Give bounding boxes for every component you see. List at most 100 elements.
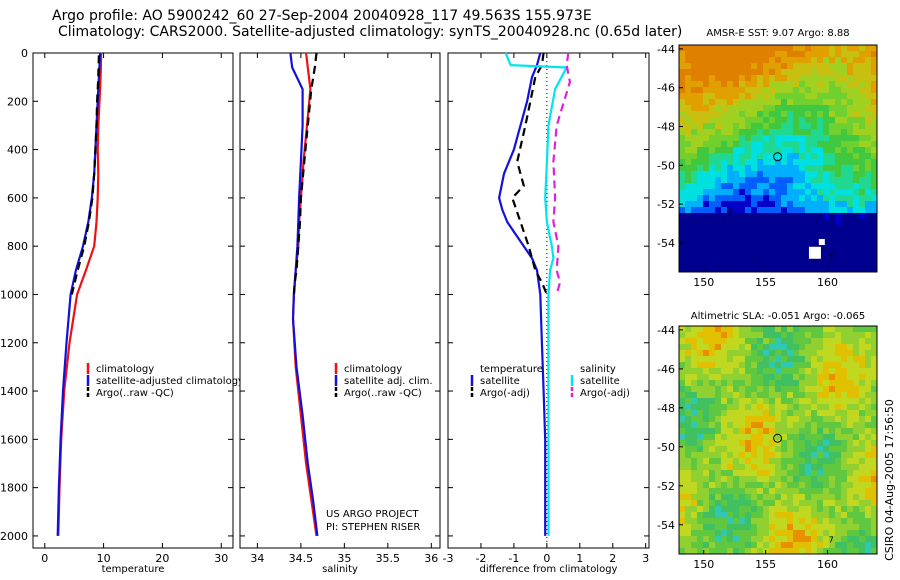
map-cell: [745, 428, 752, 435]
map-cell: [865, 542, 872, 549]
map-cell: [757, 326, 764, 333]
map-cell: [727, 63, 734, 70]
map-cell: [715, 201, 722, 208]
x-axis-label: temperature: [102, 564, 165, 575]
map-cell: [721, 428, 728, 435]
map-cell: [679, 428, 686, 435]
map-cell: [799, 135, 806, 142]
map-cell: [835, 542, 842, 549]
map-cell: [691, 249, 698, 256]
map-cell: [841, 135, 848, 142]
map-cell: [853, 416, 860, 423]
map-cell: [697, 87, 704, 94]
map-cell: [715, 99, 722, 106]
x-tick-label: 1: [576, 552, 583, 565]
map-cell: [703, 51, 710, 58]
map-cell: [679, 51, 686, 58]
map-cell: [727, 428, 734, 435]
map-cell: [799, 249, 806, 256]
map-cell: [679, 506, 686, 513]
map-cell: [721, 57, 728, 64]
map-cell: [715, 518, 722, 525]
map-cell: [805, 183, 812, 190]
map-cell: [811, 530, 818, 537]
map-cell: [733, 129, 740, 136]
map-cell: [805, 470, 812, 477]
map-cell: [745, 99, 752, 106]
map-cell: [691, 141, 698, 148]
map-cell: [865, 458, 872, 465]
map-cell: [775, 75, 782, 82]
map-cell: [727, 267, 734, 274]
map-cell: [775, 422, 782, 429]
map-cell: [799, 326, 806, 333]
map-cell: [871, 87, 878, 94]
map-cell: [805, 536, 812, 543]
map-cell: [745, 63, 752, 70]
map-cell: [841, 171, 848, 178]
map-cell: [853, 506, 860, 513]
map-cell: [835, 350, 842, 357]
map-cell: [715, 464, 722, 471]
map-cell: [709, 93, 716, 100]
map-cell: [733, 464, 740, 471]
map-cell: [781, 398, 788, 405]
map-cell: [865, 267, 872, 274]
map-cell: [847, 422, 854, 429]
map-cell: [763, 392, 770, 399]
map-cell: [787, 117, 794, 124]
map-cell: [709, 422, 716, 429]
map-cell: [769, 165, 776, 172]
map-cell: [703, 183, 710, 190]
map-title: Altimetric SLA: -0.051 Argo: -0.065: [691, 311, 866, 322]
map-cell: [817, 123, 824, 130]
map-cell: [793, 452, 800, 459]
map-cell: [745, 195, 752, 202]
map-cell: [811, 195, 818, 202]
map-cell: [751, 249, 758, 256]
map-cell: [751, 261, 758, 268]
map-cell: [703, 63, 710, 70]
map-cell: [763, 404, 770, 411]
map-cell: [823, 87, 830, 94]
map-cell: [733, 153, 740, 160]
map-cell: [793, 267, 800, 274]
map-cell: [703, 75, 710, 82]
map-cell: [781, 494, 788, 501]
map-cell: [841, 446, 848, 453]
map-cell: [859, 380, 866, 387]
map-cell: [847, 446, 854, 453]
map-cell: [799, 177, 806, 184]
map-cell: [739, 249, 746, 256]
map-cell: [757, 189, 764, 196]
map-cell: [835, 255, 842, 262]
map-cell: [835, 123, 842, 130]
map-cell: [733, 213, 740, 220]
map-cell: [847, 177, 854, 184]
map-cell: [793, 494, 800, 501]
map-cell: [691, 350, 698, 357]
map-cell: [775, 458, 782, 465]
map-cell: [763, 470, 770, 477]
map-cell: [781, 57, 788, 64]
map-cell: [829, 452, 836, 459]
map-cell: [829, 470, 836, 477]
map-cell: [769, 267, 776, 274]
map-cell: [775, 344, 782, 351]
map-cell: [835, 530, 842, 537]
map-cell: [799, 63, 806, 70]
map-cell: [799, 542, 806, 549]
map-cell: [727, 374, 734, 381]
map-cell: [697, 464, 704, 471]
map-cell: [781, 219, 788, 226]
map-cell: [781, 434, 788, 441]
map-cell: [757, 518, 764, 525]
map-cell: [739, 165, 746, 172]
map-cell: [775, 380, 782, 387]
map-cell: [757, 237, 764, 244]
map-cell: [865, 386, 872, 393]
map-cell: [853, 368, 860, 375]
map-cell: [679, 69, 686, 76]
map-cell: [811, 69, 818, 76]
map-cell: [697, 189, 704, 196]
